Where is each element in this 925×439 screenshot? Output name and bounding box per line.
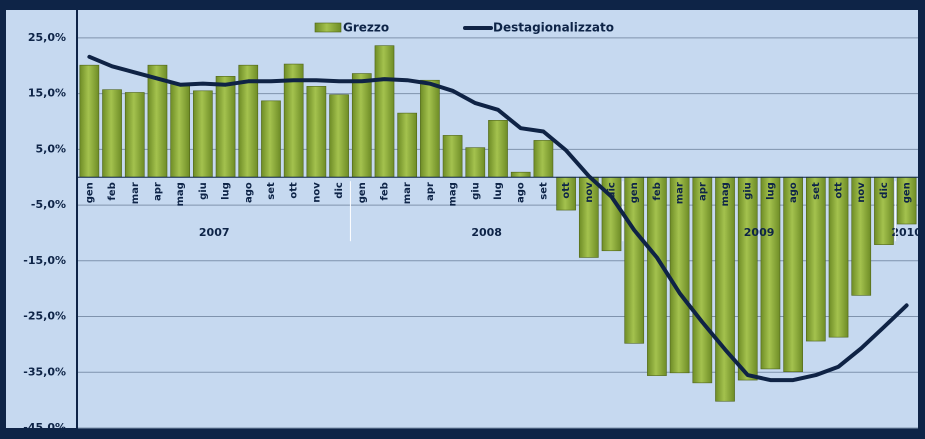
bar — [306, 86, 327, 178]
x-tick-label: nov — [311, 182, 322, 203]
x-tick-label: nov — [584, 182, 595, 203]
bar — [715, 176, 735, 402]
bar — [692, 176, 713, 384]
group-label: 2009 — [744, 226, 775, 239]
x-tick-label: ott — [289, 182, 300, 199]
y-tick-label: 5,0% — [35, 142, 66, 155]
bar — [420, 79, 440, 178]
y-tick-label: -25,0% — [23, 310, 66, 323]
bar — [329, 94, 349, 178]
bar — [170, 83, 190, 178]
x-tick-label: mar — [402, 182, 413, 204]
group-label: 2008 — [471, 226, 502, 239]
x-tick-label: nov — [856, 182, 867, 203]
x-tick-label: dic — [879, 182, 890, 199]
bar — [669, 176, 690, 374]
bar — [828, 176, 849, 338]
y-tick-label: -35,0% — [23, 365, 66, 378]
x-tick-label: gen — [84, 182, 95, 203]
x-tick-label: mag — [720, 182, 731, 206]
legend-swatch — [314, 22, 342, 33]
x-tick-label: feb — [652, 182, 663, 200]
bar — [760, 176, 781, 370]
x-tick-label: ago — [243, 182, 254, 203]
x-tick-label: dic — [334, 182, 345, 199]
x-tick-label: apr — [697, 182, 708, 201]
x-tick-label: gen — [357, 182, 368, 203]
x-tick-label: apr — [152, 182, 163, 201]
y-tick-label: -5,0% — [31, 198, 66, 211]
x-tick-label: lug — [221, 182, 232, 200]
bar — [533, 140, 554, 178]
x-tick-label: ago — [516, 182, 527, 203]
x-tick-label: ago — [788, 182, 799, 203]
x-tick-label: set — [266, 182, 277, 200]
x-tick-label: gen — [902, 182, 913, 203]
x-tick-label: giu — [470, 182, 481, 200]
bar — [806, 176, 826, 342]
bar — [737, 176, 758, 381]
x-tick-label: lug — [765, 182, 776, 200]
x-tick-label: dic — [607, 182, 618, 199]
bar — [124, 92, 145, 178]
bar — [783, 176, 803, 373]
x-tick-label: feb — [379, 182, 390, 200]
bar — [488, 120, 508, 178]
bar — [442, 135, 463, 178]
bar — [215, 76, 236, 178]
bar — [102, 89, 122, 178]
bar — [647, 176, 667, 376]
legend-label: Grezzo — [343, 21, 389, 35]
legend-label: Destagionalizzato — [493, 21, 614, 35]
x-tick-label: giu — [743, 182, 754, 200]
bar — [465, 147, 486, 178]
x-tick-label: lug — [493, 182, 504, 200]
bar — [193, 90, 213, 178]
x-tick-label: mar — [130, 182, 141, 204]
x-tick-label: gen — [629, 182, 640, 203]
y-tick-label: 25,0% — [28, 31, 66, 44]
bar — [374, 45, 395, 178]
x-tick-label: ott — [834, 182, 845, 199]
x-tick-label: mag — [175, 182, 186, 206]
line — [87, 54, 909, 383]
bar — [79, 64, 100, 178]
x-tick-label: mag — [448, 182, 459, 206]
x-tick-label: apr — [425, 182, 436, 201]
x-tick-label: feb — [107, 182, 118, 200]
y-tick-label: 15,0% — [28, 87, 66, 100]
bar — [351, 73, 372, 178]
x-tick-label: ott — [561, 182, 572, 199]
bar — [510, 171, 531, 178]
axis-panel — [6, 10, 76, 428]
group-label: 2010 — [891, 226, 922, 239]
x-tick-label: set — [538, 182, 549, 200]
bar — [397, 112, 418, 178]
y-tick-label: -45,0% — [23, 421, 66, 434]
x-tick-label: set — [811, 182, 822, 200]
y-tick-label: -15,0% — [23, 254, 66, 267]
group-label: 2007 — [199, 226, 230, 239]
x-tick-label: mar — [675, 182, 686, 204]
x-tick-label: giu — [198, 182, 209, 200]
bar — [261, 100, 281, 178]
